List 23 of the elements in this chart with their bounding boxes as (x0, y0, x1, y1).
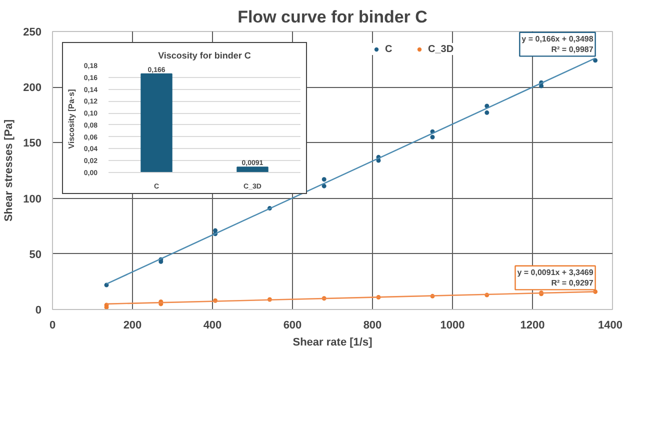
annotation: y = 0,166x + 0,3498 R² = 0,9987 (522, 34, 594, 54)
x-tick-label: 0 (49, 320, 56, 332)
chart-title: Viscosity for binder C (158, 50, 252, 60)
y-tick-label: 150 (23, 138, 42, 150)
y-tick-label: 0 (35, 304, 42, 316)
y-tick-label: 200 (23, 82, 42, 94)
y-tick-label: 50 (29, 248, 42, 261)
y-axis-title: Shear stresses [Pa] (3, 119, 16, 222)
x-tick-label: 800 (363, 320, 382, 332)
legend-label: C_3D (428, 43, 454, 55)
x-tick-label: 600 (283, 320, 302, 332)
chart-title: Flow curve for binder C (238, 8, 428, 26)
annotation: y = 0,0091x + 3,3469 R² = 0,9297 (517, 268, 594, 288)
y-tick-label: 100 (23, 193, 42, 206)
x-axis-title: Shear rate [1/s] (292, 336, 373, 348)
y-tick-label: 250 (23, 26, 42, 38)
x-tick-label: 400 (203, 320, 222, 332)
y-axis-title: Viscosity [Pa·s] (66, 88, 76, 149)
x-tick-label: 200 (123, 320, 142, 332)
legend-label: C (385, 43, 394, 55)
x-tick-label: 1400 (598, 320, 623, 332)
x-tick-label: 1000 (440, 320, 465, 332)
x-tick-label: 1200 (520, 320, 545, 332)
